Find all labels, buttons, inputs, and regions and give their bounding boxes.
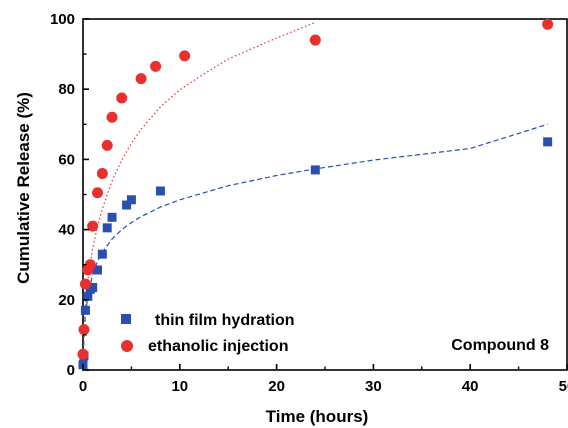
x-tick-label: 20 [268,378,285,395]
point-thin-film-hydration [107,212,117,222]
point-thin-film-hydration [126,195,136,205]
point-ethanolic-injection [77,348,89,360]
point-ethanolic-injection [179,50,191,62]
point-thin-film-hydration [93,265,103,275]
y-tick-label: 80 [58,81,75,98]
y-axis-title: Cumulative Release (%) [14,92,33,284]
x-tick-label: 0 [79,378,87,395]
point-ethanolic-injection [309,34,321,46]
x-tick-label: 10 [171,378,188,395]
point-thin-film-hydration [97,249,107,259]
x-axis-title: Time (hours) [266,407,369,426]
axes: 0 10 20 30 40 50 0 20 40 60 80 100 [50,11,568,395]
point-thin-film-hydration [80,305,90,315]
point-thin-film-hydration [543,137,553,147]
legend-marker-ethanolic-injection [121,340,133,352]
point-ethanolic-injection [92,187,104,199]
legend: thin film hydration ethanolic injection [121,312,295,355]
point-ethanolic-injection [542,18,554,30]
y-tick-label: 60 [58,151,75,168]
fit-curves [82,21,548,371]
legend-label-ethanolic-injection: ethanolic injection [148,338,288,355]
point-thin-film-hydration [310,165,320,175]
point-ethanolic-injection [135,73,147,85]
y-tick-label: 40 [58,222,75,239]
point-thin-film-hydration [122,200,132,210]
y-tick-label: 0 [67,362,75,379]
legend-label-thin-film-hydration: thin film hydration [155,312,295,329]
fit-curve-thin-film-hydration [82,123,548,371]
legend-marker-thin-film-hydration [121,314,131,324]
point-thin-film-hydration [83,291,93,301]
compound-annotation: Compound 8 [451,337,549,354]
data-points [77,18,554,370]
point-ethanolic-injection [87,220,99,232]
point-ethanolic-injection [79,278,91,290]
point-ethanolic-injection [78,324,90,336]
point-ethanolic-injection [106,111,118,123]
x-tick-label: 50 [559,378,568,395]
x-tick-label: 30 [365,378,382,395]
y-tick-label: 100 [50,11,75,28]
point-thin-film-hydration [102,223,112,233]
point-ethanolic-injection [101,139,113,151]
x-tick-label: 40 [462,378,479,395]
point-ethanolic-injection [84,259,96,271]
y-tick-label: 20 [58,292,75,309]
point-ethanolic-injection [150,60,162,72]
point-thin-film-hydration [88,283,98,293]
point-ethanolic-injection [96,167,108,179]
point-ethanolic-injection [116,92,128,104]
point-thin-film-hydration [155,186,165,196]
